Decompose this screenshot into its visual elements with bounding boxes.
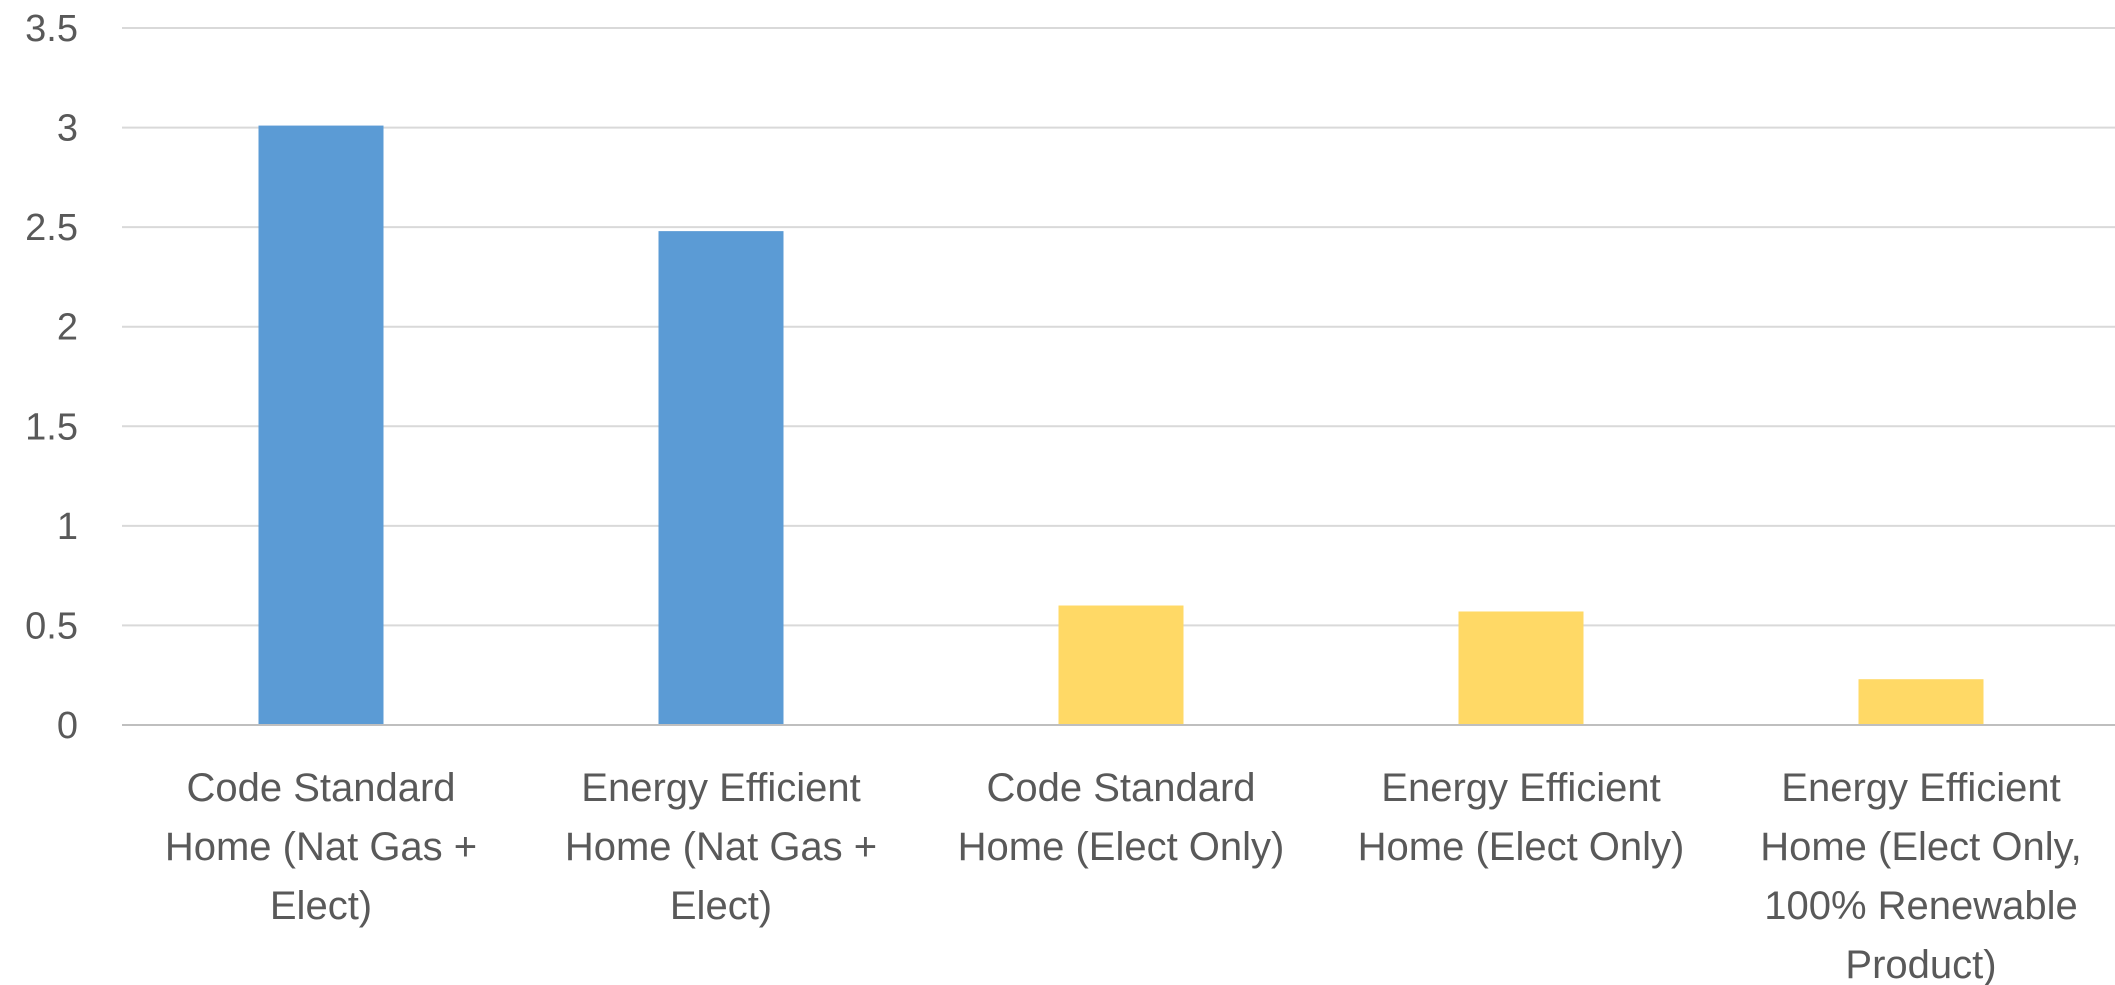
bar — [1058, 605, 1184, 725]
x-category-label-line: Code Standard — [986, 766, 1255, 810]
x-category-label-line: Elect) — [270, 884, 372, 928]
x-category-label-line: Home (Elect Only) — [958, 825, 1285, 869]
x-category-label-line: Elect) — [670, 884, 772, 928]
x-category-label: Code Standard Home (Elect Only) — [958, 766, 1285, 869]
x-category-label-line: Home (Elect Only) — [1358, 825, 1685, 869]
x-category-label: Code Standard Home (Nat Gas + Elect) — [165, 766, 477, 928]
x-category-label-line: Energy Efficient — [581, 766, 860, 810]
x-category-label-line: Home (Nat Gas + — [565, 825, 877, 869]
y-tick-label: 0.5 — [25, 605, 78, 647]
y-tick-label: 2 — [57, 307, 78, 349]
bar — [658, 231, 784, 725]
bar — [1458, 611, 1584, 725]
bars — [258, 125, 1984, 725]
gridlines — [122, 27, 2115, 627]
x-axis-category-labels: Code Standard Home (Nat Gas + Elect)Energy… — [165, 766, 2082, 985]
x-category-label-line: Home (Elect Only, — [1760, 825, 2082, 869]
y-tick-label: 0 — [57, 705, 78, 747]
x-category-label-line: Product) — [1845, 943, 1996, 985]
y-tick-label: 3.5 — [25, 8, 78, 50]
y-tick-label: 1 — [57, 506, 78, 548]
x-category-label: Energy Efficient Home (Elect Only) — [1358, 766, 1685, 869]
x-category-label: Energy Efficient Home (Nat Gas + Elect) — [565, 766, 877, 928]
y-tick-label: 1.5 — [25, 406, 78, 448]
y-tick-label: 2.5 — [25, 207, 78, 249]
x-category-label-line: 100% Renewable — [1764, 884, 2078, 928]
bar — [258, 125, 384, 725]
bar — [1858, 679, 1984, 725]
x-category-label-line: Code Standard — [186, 766, 455, 810]
x-category-label: Energy Efficient Home (Elect Only, 100% Re… — [1760, 766, 2082, 985]
x-category-label-line: Energy Efficient — [1381, 766, 1660, 810]
x-category-label-line: Home (Nat Gas + — [165, 825, 477, 869]
y-tick-label: 3 — [57, 108, 78, 150]
x-category-label-line: Energy Efficient — [1781, 766, 2060, 810]
y-axis-tick-labels: 0 0.5 1 1.5 2 2.5 3 3.5 — [25, 8, 78, 747]
